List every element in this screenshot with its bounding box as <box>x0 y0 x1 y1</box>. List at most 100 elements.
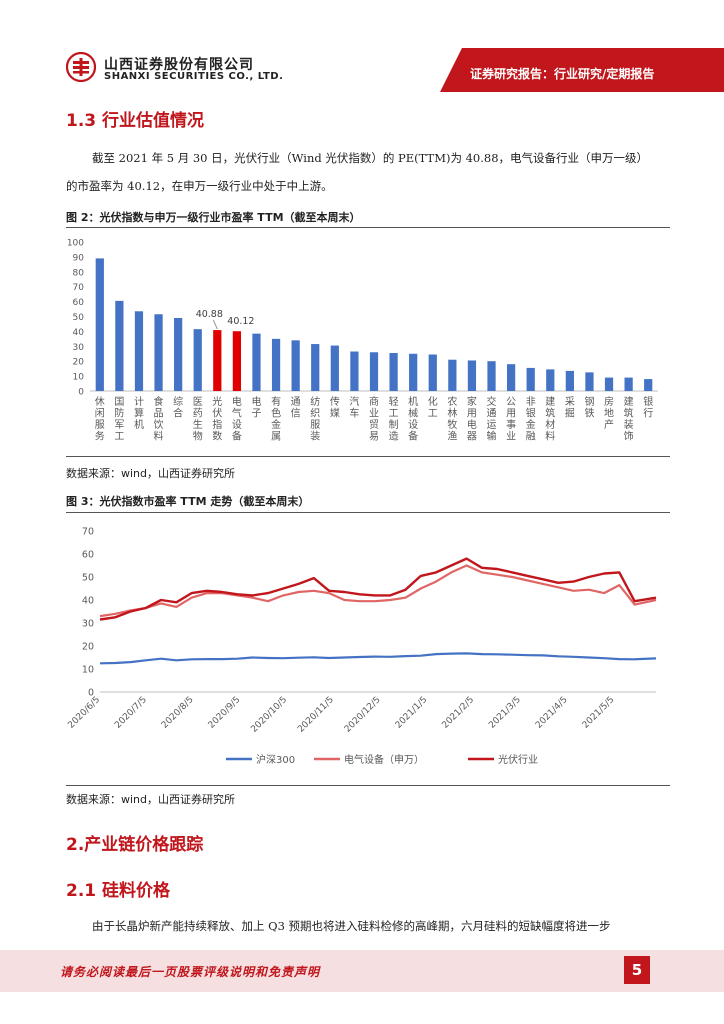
x-tick-label: 2020/10/5 <box>249 695 289 735</box>
y-tick-label: 90 <box>73 253 85 263</box>
bar <box>467 360 477 391</box>
bar <box>546 369 555 391</box>
legend-label: 沪深300 <box>256 753 295 766</box>
footer-disclaimer: 请务必阅读最后一页股票评级说明和免责声明 <box>60 965 321 979</box>
x-category-label: 公用事业 <box>506 397 516 443</box>
bar <box>448 359 457 391</box>
bar <box>624 377 633 391</box>
bar <box>154 314 163 391</box>
x-category-label: 房地产 <box>604 395 614 431</box>
y-tick-label: 50 <box>73 313 85 323</box>
bar <box>330 345 339 391</box>
x-category-label: 纺织服装 <box>310 395 320 443</box>
y-tick-label: 70 <box>73 283 85 293</box>
y-tick-label: 60 <box>82 550 94 561</box>
y-tick-label: 10 <box>73 373 85 383</box>
bar <box>115 300 124 391</box>
figure-3-title: 图 3：光伏指数市盈率 TTM 走势（截至本周末） <box>66 495 310 508</box>
company-name-cn: 山西证券股份有限公司 <box>104 57 254 73</box>
bar <box>252 333 261 391</box>
figure-2-source: 数据来源：wind，山西证券研究所 <box>66 467 236 480</box>
bar-data-label: 40.88 <box>196 309 223 320</box>
y-tick-label: 20 <box>82 642 94 653</box>
report-type: 证券研究报告：行业研究/定期报告 <box>470 67 655 81</box>
x-tick-label: 2020/7/5 <box>113 695 149 731</box>
x-category-label: 化工 <box>428 395 438 420</box>
x-tick-label: 2020/6/5 <box>66 695 102 731</box>
y-tick-label: 40 <box>73 328 85 338</box>
bar <box>585 372 594 391</box>
data-label-leader <box>212 319 218 330</box>
bar <box>487 361 496 391</box>
bar <box>95 258 104 391</box>
page-header: 山西证券股份有限公司 SHANXI SECURITIES CO., LTD. 证… <box>0 0 724 100</box>
x-category-label: 家用电器 <box>467 395 477 443</box>
bar <box>644 379 653 391</box>
paragraph-line-2: 的市盈率为 40.12，在申万一级行业中处于中上游。 <box>66 179 333 193</box>
bar <box>232 331 242 391</box>
bar <box>369 352 379 391</box>
x-category-label: 机械设备 <box>408 395 418 443</box>
header-banner <box>440 48 724 92</box>
paragraph-line-1: 截至 2021 年 5 月 30 日，光伏行业（Wind 光伏指数）的 PE(T… <box>92 151 649 165</box>
bar <box>526 367 535 391</box>
bar <box>134 311 144 391</box>
page-number: 5 <box>624 956 650 984</box>
x-category-label: 计算机 <box>134 395 144 431</box>
bar-chart: 0 10 20 30 40 50 60 70 80 90 100 休闲服务国防军工计算机食品饮料综合医… <box>67 239 658 443</box>
y-tick-label: 0 <box>88 688 94 699</box>
y-tick-label: 30 <box>82 619 94 630</box>
legend-label: 光伏行业 <box>498 753 538 766</box>
series-line <box>99 652 657 665</box>
section-title-2: 2.产业链价格跟踪 <box>66 835 204 855</box>
paragraph-2-1: 由于长晶炉新产能持续释放、加上 Q3 预期也将进入硅料检修的高峰期，六月硅料的短… <box>92 919 611 933</box>
x-category-label: 交通运输 <box>487 395 497 443</box>
x-category-label: 传媒 <box>330 396 340 420</box>
figure-2-bottom-rule <box>66 456 670 457</box>
figure-3-source: 数据来源：wind，山西证券研究所 <box>66 793 236 806</box>
x-category-label: 轻工制造 <box>389 395 399 443</box>
section-title-2-1: 2.1 硅料价格 <box>66 881 171 901</box>
x-tick-label: 2021/1/5 <box>394 695 430 731</box>
section-title-1-3: 1.3 行业估值情况 <box>66 111 205 131</box>
legend-label: 电气设备（申万） <box>344 753 424 766</box>
bar <box>350 351 359 391</box>
x-category-label: 汽车 <box>349 395 359 420</box>
x-category-label: 国防军工 <box>114 396 124 443</box>
series-line <box>99 564 657 618</box>
bar <box>389 353 398 391</box>
y-tick-label: 60 <box>73 298 85 308</box>
figure-3-bottom-rule <box>66 785 670 786</box>
bar <box>213 330 222 391</box>
x-category-label: 钢铁 <box>584 395 594 420</box>
x-category-label: 商业贸易 <box>369 395 379 443</box>
x-tick-label: 2021/4/5 <box>534 695 570 731</box>
y-tick-label: 10 <box>82 665 94 676</box>
x-category-label: 采掘 <box>565 396 575 420</box>
bar <box>428 354 437 391</box>
line-chart: 0 10 20 30 40 50 60 70 2020/6/5 2020/7/5 2020/8/5 2… <box>66 527 657 766</box>
x-tick-label: 2021/5/5 <box>581 695 617 731</box>
x-category-label: 银行 <box>643 395 653 420</box>
company-name-en: SHANXI SECURITIES CO., LTD. <box>104 71 284 82</box>
y-tick-label: 40 <box>82 596 94 607</box>
y-tick-label: 20 <box>73 358 85 368</box>
y-tick-label: 0 <box>78 388 84 398</box>
y-tick-label: 30 <box>73 343 85 353</box>
x-tick-label: 2020/12/5 <box>343 695 383 735</box>
bar <box>291 340 300 391</box>
figure-3-top-rule <box>66 512 670 513</box>
bar <box>565 370 574 391</box>
bar <box>506 364 516 391</box>
x-category-label: 有色金属 <box>271 395 281 443</box>
bar <box>311 344 320 391</box>
x-category-label: 电子 <box>251 395 261 420</box>
x-category-label: 电气设备 <box>232 395 242 443</box>
x-tick-label: 2020/9/5 <box>207 695 243 731</box>
x-category-label: 非银金融 <box>526 396 536 443</box>
figure-2-title: 图 2：光伏指数与申万一级行业市盈率 TTM（截至本周末） <box>66 211 361 224</box>
y-tick-label: 70 <box>82 527 94 538</box>
y-tick-label: 50 <box>82 573 94 584</box>
bar <box>271 338 281 391</box>
x-tick-label: 2020/11/5 <box>296 695 336 735</box>
